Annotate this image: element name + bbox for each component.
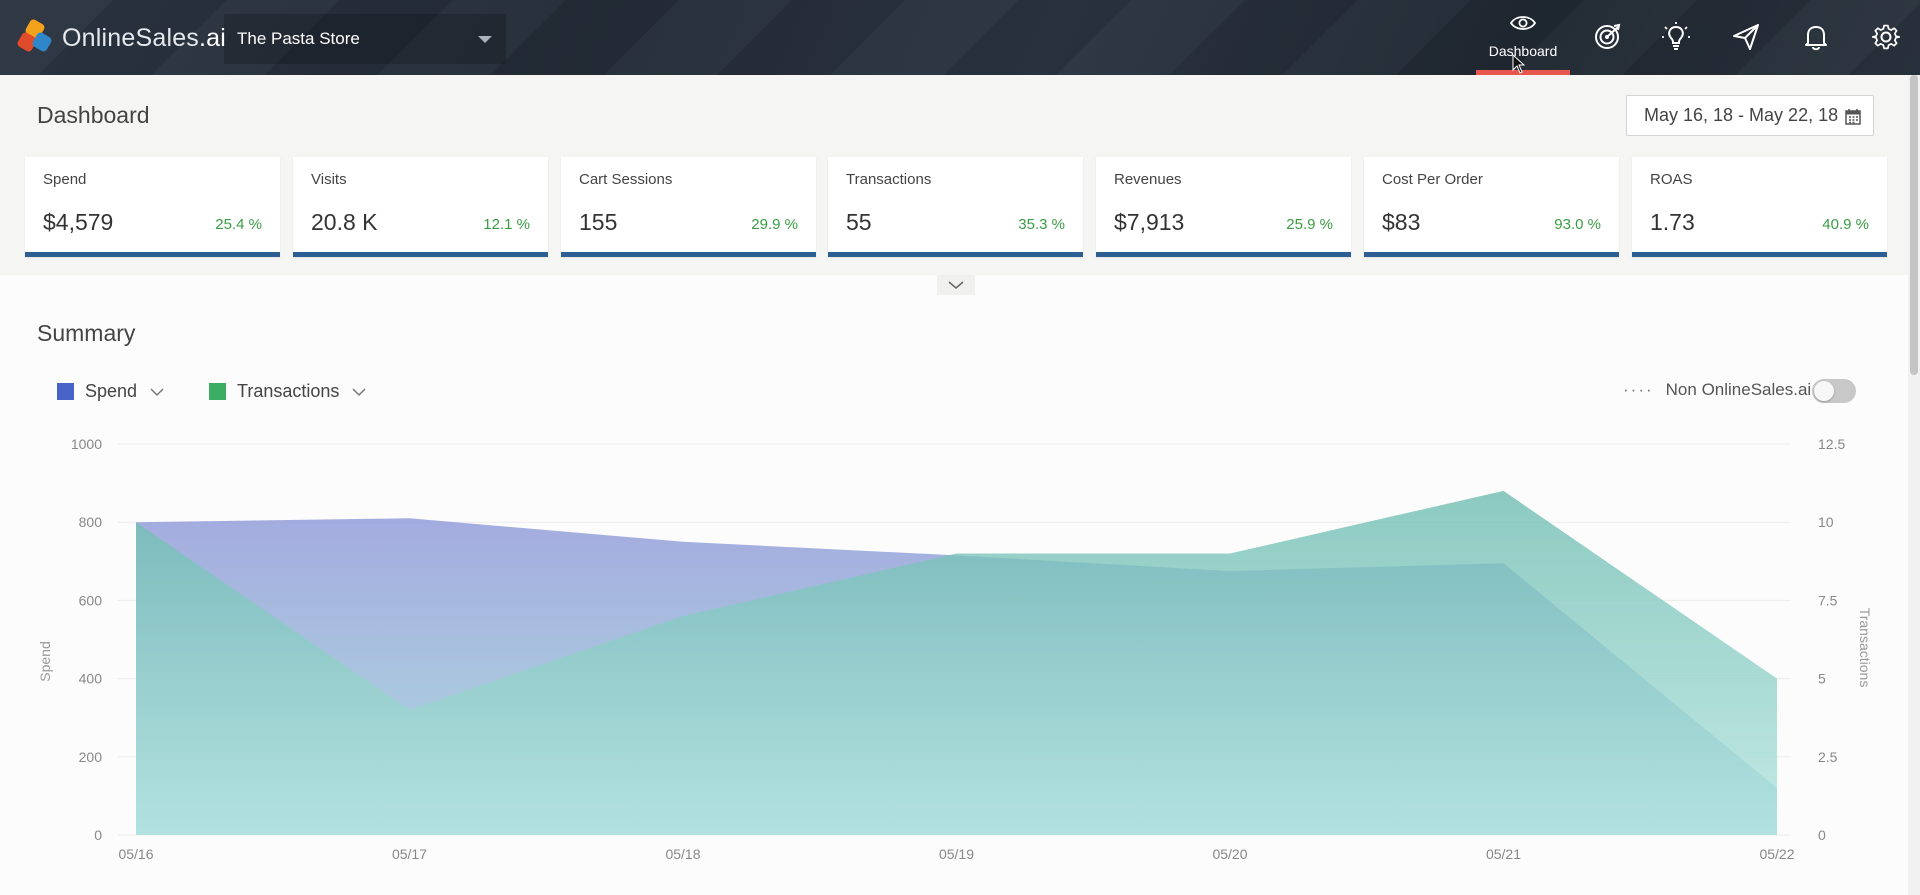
chevron-down-icon [948, 281, 964, 289]
kpi-card-revenues[interactable]: Revenues $7,913 25.9 % [1096, 157, 1351, 257]
bell-icon[interactable] [1801, 22, 1831, 52]
transactions-area-series [136, 490, 1777, 835]
chevron-down-icon [352, 387, 366, 396]
legend-label: Transactions [237, 381, 340, 401]
x-tick-label: 05/21 [1486, 846, 1521, 862]
kpi-card-transactions[interactable]: Transactions 55 35.3 % [828, 157, 1083, 257]
kpi-label: Cart Sessions [579, 171, 673, 188]
y-axis-title: Spend [37, 641, 53, 681]
x-tick-label: 05/17 [392, 846, 427, 862]
y-tick-label: 800 [79, 514, 103, 530]
active-nav-indicator [1476, 70, 1570, 75]
y-tick-label: 0 [94, 827, 102, 843]
nav-dashboard-label: Dashboard [1488, 43, 1558, 59]
x-tick-label: 05/16 [118, 846, 153, 862]
kpi-card-cost-per-order[interactable]: Cost Per Order $83 93.0 % [1364, 157, 1619, 257]
caret-down-icon [478, 36, 492, 43]
legend-swatch [209, 383, 226, 400]
kpi-value: $4,579 [43, 209, 114, 235]
y2-tick-label: 2.5 [1818, 749, 1838, 765]
chevron-down-icon [150, 387, 164, 396]
mouse-cursor-icon [1512, 54, 1526, 74]
kpi-change: 25.4 % [215, 216, 262, 233]
legend-metric-selector-transactions[interactable]: Transactions [209, 381, 367, 402]
send-icon[interactable] [1731, 22, 1761, 52]
kpi-value: $83 [1382, 209, 1421, 235]
kpi-label: Transactions [846, 171, 932, 188]
store-name: The Pasta Store [237, 29, 360, 48]
kpi-card-spend[interactable]: Spend $4,579 25.4 % [25, 157, 280, 257]
legend-label: Spend [85, 381, 138, 401]
kpi-value: 20.8 K [311, 209, 378, 235]
y-tick-label: 200 [79, 749, 103, 765]
x-tick-label: 05/19 [939, 846, 974, 862]
target-icon[interactable] [1592, 22, 1622, 52]
top-navigation-bar: OnlineSales.ai The Pasta Store Dashboard [0, 0, 1920, 75]
x-tick-label: 05/22 [1759, 846, 1794, 862]
summary-title: Summary [37, 320, 136, 346]
scrollbar-thumb[interactable] [1910, 75, 1918, 375]
kpi-change: 40.9 % [1822, 216, 1869, 233]
nav-dashboard[interactable]: Dashboard [1476, 14, 1570, 75]
kpi-value: 1.73 [1650, 209, 1695, 235]
y2-axis-title: Transactions [1857, 608, 1873, 688]
date-range-text: May 16, 18 - May 22, 18 [1644, 105, 1839, 125]
logo-text: OnlineSales.ai [62, 23, 227, 52]
y-tick-label: 1000 [71, 436, 102, 452]
kpi-value: $7,913 [1114, 209, 1185, 235]
x-tick-label: 05/18 [665, 846, 700, 862]
gear-icon[interactable] [1871, 22, 1901, 52]
lightbulb-icon[interactable] [1661, 22, 1691, 52]
y2-tick-label: 7.5 [1818, 592, 1838, 608]
legend-metric-selector-spend[interactable]: Spend [57, 381, 165, 402]
kpi-change: 25.9 % [1286, 216, 1333, 233]
kpi-label: Spend [43, 171, 87, 188]
y2-tick-label: 5 [1818, 671, 1826, 687]
y-tick-label: 600 [79, 592, 103, 608]
date-range-picker[interactable]: May 16, 18 - May 22, 18 [1626, 95, 1874, 136]
page-title: Dashboard [37, 102, 150, 128]
kpi-card-visits[interactable]: Visits 20.8 K 12.1 % [293, 157, 548, 257]
x-tick-label: 05/20 [1212, 846, 1247, 862]
y-tick-label: 400 [79, 671, 103, 687]
collapse-kpis-toggle[interactable] [937, 275, 975, 295]
kpi-value: 155 [579, 209, 618, 235]
kpi-card-cart-sessions[interactable]: Cart Sessions 155 29.9 % [561, 157, 816, 257]
logo-mark-icon [16, 18, 53, 56]
kpi-change: 12.1 % [483, 216, 530, 233]
toggle-knob [1814, 381, 1834, 401]
onlinesales-logo[interactable]: OnlineSales.ai [16, 18, 227, 56]
y2-tick-label: 12.5 [1818, 436, 1845, 452]
kpi-label: Cost Per Order [1382, 171, 1483, 188]
kpi-change: 35.3 % [1018, 216, 1065, 233]
kpi-label: Visits [311, 171, 347, 188]
kpi-change: 29.9 % [751, 216, 798, 233]
kpi-label: Revenues [1114, 171, 1182, 188]
kpi-change: 93.0 % [1554, 216, 1601, 233]
y2-tick-label: 10 [1818, 514, 1834, 530]
kpi-card-roas[interactable]: ROAS 1.73 40.9 % [1632, 157, 1887, 257]
eye-icon [1509, 16, 1537, 30]
non-onlinesales-label: Non OnlineSales.ai [1665, 380, 1812, 399]
calendar-icon [1845, 109, 1861, 125]
store-selector[interactable]: The Pasta Store [224, 14, 506, 64]
non-onlinesales-toggle[interactable] [1812, 379, 1856, 403]
non-onlinesales-legend: ···· Non OnlineSales.ai [1623, 380, 1811, 400]
y2-tick-label: 0 [1818, 827, 1826, 843]
legend-swatch [57, 383, 74, 400]
kpi-label: ROAS [1650, 171, 1693, 188]
summary-area-chart: 0 0 200 2.5 400 5 600 7.5 800 10 1000 12.5 05/16 05/1… [37, 436, 1873, 862]
kpi-value: 55 [846, 209, 872, 235]
dotted-line-icon: ···· [1623, 380, 1654, 399]
page-scrollbar[interactable] [1908, 75, 1920, 895]
